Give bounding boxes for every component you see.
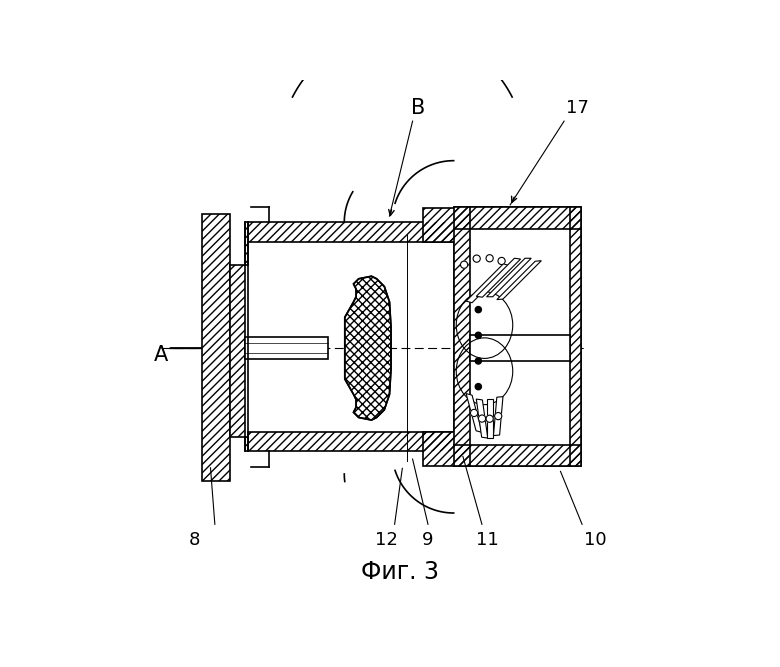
Circle shape [486,255,493,262]
Polygon shape [466,394,482,432]
Circle shape [473,255,480,262]
Bar [230,265,245,437]
Bar [248,222,454,242]
Polygon shape [477,258,520,297]
Text: 17: 17 [566,99,588,117]
Circle shape [475,307,481,313]
Bar [454,207,470,466]
Bar [245,337,328,360]
Bar [202,213,230,481]
Polygon shape [477,399,488,438]
Bar [454,207,581,466]
Circle shape [478,415,486,422]
Polygon shape [497,261,541,299]
Bar [423,208,455,242]
Circle shape [495,412,502,420]
Bar [245,437,248,452]
Text: B: B [410,98,425,118]
Bar [202,213,230,481]
Bar [454,207,581,229]
Bar [454,445,581,466]
Text: A: A [154,345,168,365]
Bar [248,222,454,242]
Text: 8: 8 [189,531,200,549]
Bar [454,207,470,466]
Circle shape [475,332,481,338]
Bar [248,432,454,452]
Bar [470,336,569,361]
Bar [454,207,581,466]
Bar [230,265,245,437]
Circle shape [486,415,493,422]
Text: 11: 11 [476,531,498,549]
Circle shape [460,261,468,268]
Text: 10: 10 [583,531,606,549]
Text: 12: 12 [375,531,399,549]
Bar [454,207,581,229]
Bar [423,432,455,466]
Bar [245,222,248,265]
Bar [245,222,248,265]
Text: 9: 9 [422,531,434,549]
Bar [569,207,581,466]
Polygon shape [487,258,531,297]
Circle shape [475,384,481,390]
Bar [423,432,455,466]
Polygon shape [494,397,503,436]
Bar [245,437,248,452]
Polygon shape [487,400,493,438]
Text: Фиг. 3: Фиг. 3 [360,560,438,584]
Bar [423,208,455,242]
Circle shape [475,358,481,364]
Bar [454,445,581,466]
Circle shape [470,410,477,417]
Polygon shape [466,264,509,303]
Bar [248,432,454,452]
Circle shape [498,257,505,265]
Polygon shape [345,276,391,420]
Bar [569,207,581,466]
